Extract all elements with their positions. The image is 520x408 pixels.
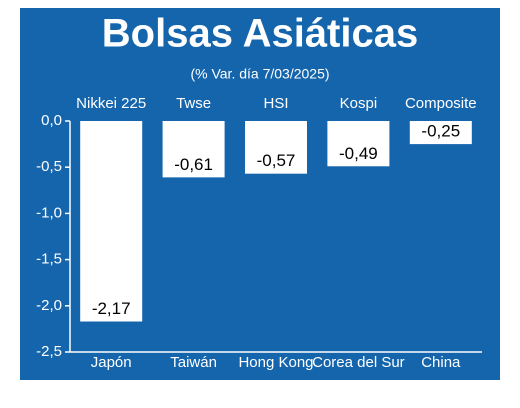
value-label: -2,17 xyxy=(92,299,131,318)
y-tick-label: 0,0 xyxy=(41,112,62,129)
index-name: Twse xyxy=(176,95,211,112)
value-label: -0,57 xyxy=(257,151,296,170)
value-label: -0,25 xyxy=(421,122,460,141)
x-tick-label: China xyxy=(421,354,461,371)
x-tick-label: Taiwán xyxy=(170,354,217,371)
index-name: Composite xyxy=(405,95,477,112)
value-label: -0,49 xyxy=(339,144,378,163)
bar xyxy=(245,121,307,174)
index-name: Nikkei 225 xyxy=(76,95,146,112)
x-tick-label: Japón xyxy=(91,354,132,371)
x-tick-label: Hong Kong xyxy=(238,354,313,371)
index-name: Kospi xyxy=(340,95,378,112)
bar xyxy=(80,121,143,322)
chart-subtitle: (% Var. día 7/03/2025) xyxy=(190,66,329,82)
chart-title: Bolsas Asiáticas xyxy=(102,12,418,56)
bar xyxy=(327,121,390,167)
bar xyxy=(162,121,225,178)
y-tick-label: -2,0 xyxy=(36,297,62,314)
value-label: -0,61 xyxy=(174,155,213,174)
y-tick-label: -1,0 xyxy=(36,204,62,221)
y-tick-label: -2,5 xyxy=(36,343,62,360)
y-tick-label: -1,5 xyxy=(36,251,62,268)
x-tick-label: Corea del Sur xyxy=(312,354,405,371)
index-name: HSI xyxy=(263,95,288,112)
y-tick-label: -0,5 xyxy=(36,158,62,175)
bar xyxy=(409,121,472,145)
